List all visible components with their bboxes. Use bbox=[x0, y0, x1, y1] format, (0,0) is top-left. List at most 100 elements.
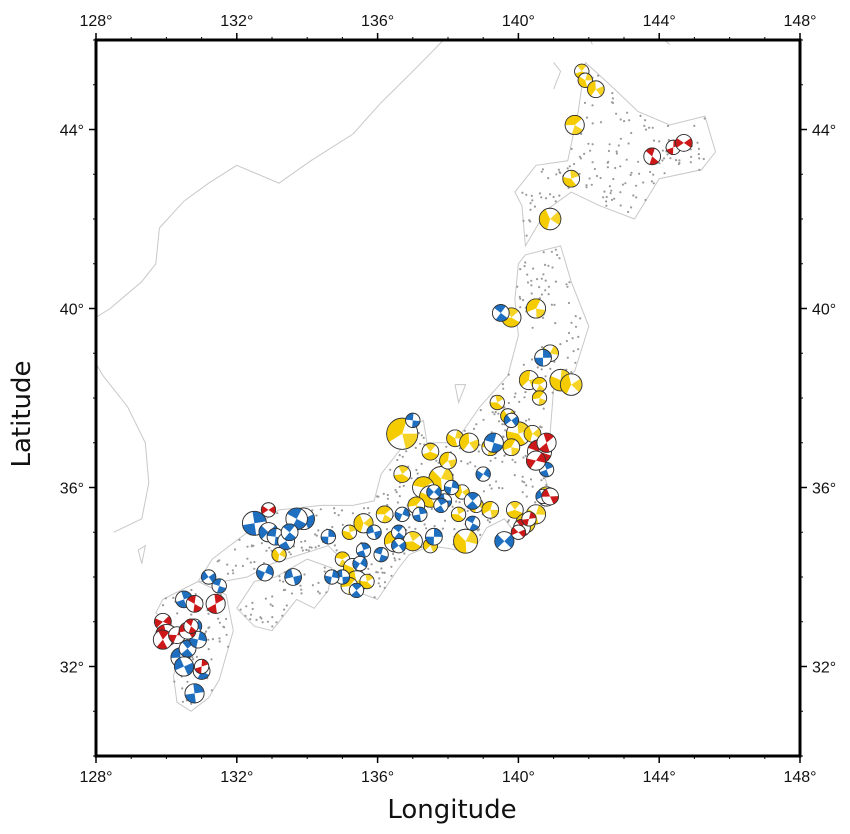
station-dot bbox=[408, 526, 411, 529]
station-dot bbox=[299, 584, 302, 587]
station-dot bbox=[491, 411, 494, 414]
station-dot bbox=[531, 199, 534, 202]
station-dot bbox=[378, 585, 382, 588]
station-dot bbox=[490, 487, 493, 490]
station-dot bbox=[226, 572, 230, 575]
station-dot bbox=[619, 137, 623, 140]
station-dot bbox=[494, 410, 497, 414]
station-dot bbox=[469, 461, 472, 464]
strike-slip-mechanism bbox=[433, 497, 449, 513]
station-dot bbox=[251, 607, 254, 611]
station-dot bbox=[314, 546, 317, 549]
station-dot bbox=[333, 507, 336, 510]
station-dot bbox=[249, 618, 252, 621]
strike-slip-mechanism bbox=[391, 524, 407, 540]
station-dot bbox=[528, 219, 531, 222]
station-dot bbox=[315, 514, 318, 517]
bottom-lon-tick-label: 148° bbox=[783, 769, 816, 786]
station-dot bbox=[377, 582, 380, 585]
reverse-mechanism bbox=[587, 80, 605, 99]
station-dot bbox=[590, 183, 593, 186]
station-dot bbox=[514, 461, 517, 464]
station-dot bbox=[317, 529, 320, 532]
station-dot bbox=[410, 477, 413, 480]
station-dot bbox=[281, 614, 284, 617]
station-dot bbox=[667, 138, 670, 142]
station-dot bbox=[218, 621, 221, 624]
station-dot bbox=[398, 454, 401, 457]
station-dot bbox=[642, 181, 645, 184]
station-dot bbox=[627, 142, 630, 145]
right-lat-tick-label: 40° bbox=[812, 302, 836, 319]
station-dot bbox=[554, 280, 558, 283]
strike-slip-mechanism bbox=[443, 479, 460, 496]
station-dot bbox=[222, 625, 225, 628]
station-dot bbox=[525, 495, 528, 498]
station-dot bbox=[579, 317, 582, 320]
station-dot bbox=[630, 206, 633, 209]
station-dot bbox=[523, 396, 526, 399]
station-dot bbox=[669, 157, 672, 160]
station-dot bbox=[595, 174, 599, 178]
station-dot bbox=[207, 648, 210, 651]
reverse-mechanism bbox=[523, 424, 542, 443]
station-dot bbox=[486, 519, 489, 522]
station-dot bbox=[269, 603, 272, 606]
station-dot bbox=[549, 193, 552, 196]
station-dot bbox=[666, 124, 670, 128]
station-dot bbox=[542, 407, 545, 410]
strike-slip-mechanism bbox=[491, 304, 510, 322]
station-dot bbox=[609, 192, 612, 195]
station-dot bbox=[218, 637, 221, 640]
reverse-mechanism bbox=[531, 390, 548, 406]
strike-slip-mechanism bbox=[534, 348, 552, 367]
reverse-mechanism bbox=[334, 551, 350, 567]
station-dot bbox=[386, 493, 389, 497]
station-dot bbox=[311, 509, 314, 512]
station-dot bbox=[268, 546, 271, 549]
station-dot bbox=[239, 608, 242, 611]
station-dot bbox=[300, 592, 303, 595]
station-dot bbox=[290, 592, 294, 595]
station-dot bbox=[392, 552, 395, 556]
station-dot bbox=[585, 186, 588, 189]
station-dot bbox=[181, 687, 184, 690]
strike-slip-mechanism bbox=[483, 432, 504, 453]
station-dot bbox=[475, 423, 478, 426]
station-dot bbox=[579, 157, 583, 160]
station-dot bbox=[525, 484, 528, 487]
station-dot bbox=[333, 511, 336, 515]
station-dot bbox=[333, 544, 336, 547]
station-dot bbox=[589, 149, 592, 152]
reverse-mechanism bbox=[502, 438, 521, 457]
station-dot bbox=[249, 561, 252, 564]
station-dot bbox=[516, 285, 519, 288]
top-lon-tick-label: 128° bbox=[79, 13, 112, 30]
station-dot bbox=[696, 141, 699, 144]
left-lat-tick-label: 32° bbox=[60, 660, 84, 677]
station-dot bbox=[702, 157, 705, 161]
station-dot bbox=[629, 173, 632, 177]
station-dot bbox=[568, 281, 571, 284]
station-dot bbox=[396, 458, 399, 462]
station-dot bbox=[571, 337, 574, 340]
station-dot bbox=[260, 542, 263, 545]
station-dot bbox=[637, 160, 640, 163]
station-dot bbox=[613, 197, 616, 200]
station-dot bbox=[565, 339, 569, 343]
station-dot bbox=[547, 293, 550, 296]
station-dot bbox=[211, 638, 214, 641]
station-dot bbox=[530, 194, 533, 197]
station-dot bbox=[300, 546, 303, 549]
station-dot bbox=[176, 612, 179, 615]
reverse-mechanism bbox=[453, 528, 479, 554]
station-dot bbox=[559, 343, 562, 346]
station-dot bbox=[663, 172, 666, 175]
bottom-lon-tick-label: 144° bbox=[643, 769, 676, 786]
strike-slip-mechanism bbox=[405, 412, 421, 428]
normal-mechanism bbox=[185, 595, 204, 613]
station-dot bbox=[217, 617, 220, 620]
station-dot bbox=[283, 608, 286, 611]
station-dot bbox=[559, 171, 562, 175]
station-dot bbox=[232, 572, 235, 575]
